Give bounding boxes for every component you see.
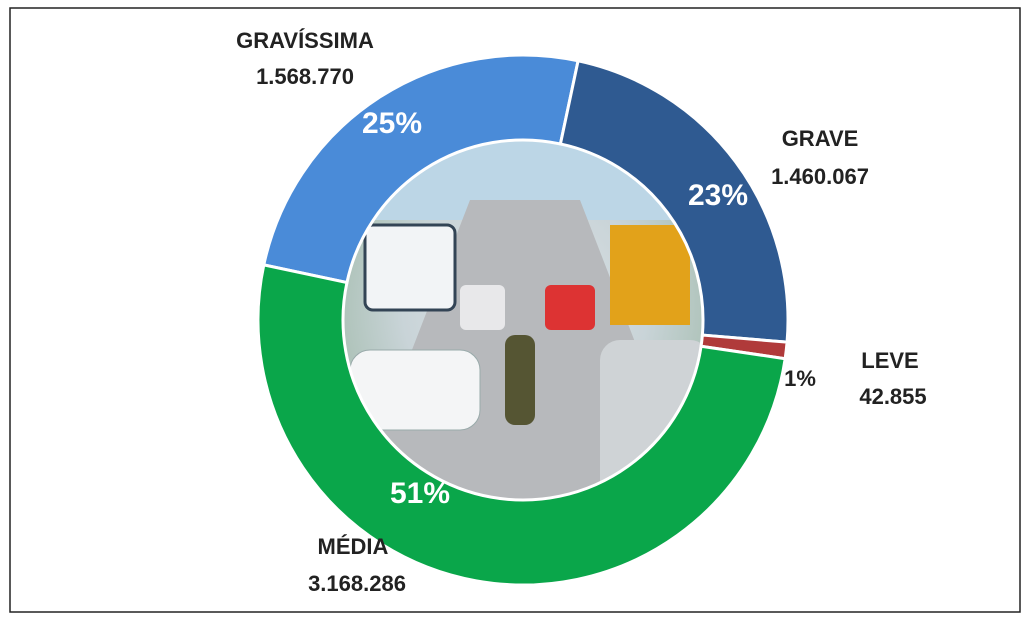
count-label: 3.168.286 <box>308 571 406 596</box>
percent-label: 23% <box>688 179 748 212</box>
category-label: GRAVE <box>782 126 859 151</box>
donut-segment <box>558 59 790 344</box>
category-label: MÉDIA <box>318 534 389 559</box>
percent-label: 51% <box>390 477 450 510</box>
count-label: 1.568.770 <box>256 64 354 89</box>
center-photo <box>343 140 703 500</box>
donut-segment <box>262 53 580 285</box>
category-label: GRAVÍSSIMA <box>236 28 374 53</box>
count-label: 1.460.067 <box>771 164 869 189</box>
category-label: LEVE <box>861 348 918 373</box>
percent-label: 25% <box>362 107 422 140</box>
count-label: 42.855 <box>859 384 926 409</box>
donut: GRAVÍSSIMA 1.568.770 25% GRAVE 1.460.067 23% L… <box>236 28 927 596</box>
percent-label: 1% <box>784 366 816 391</box>
donut-segment <box>256 263 787 587</box>
